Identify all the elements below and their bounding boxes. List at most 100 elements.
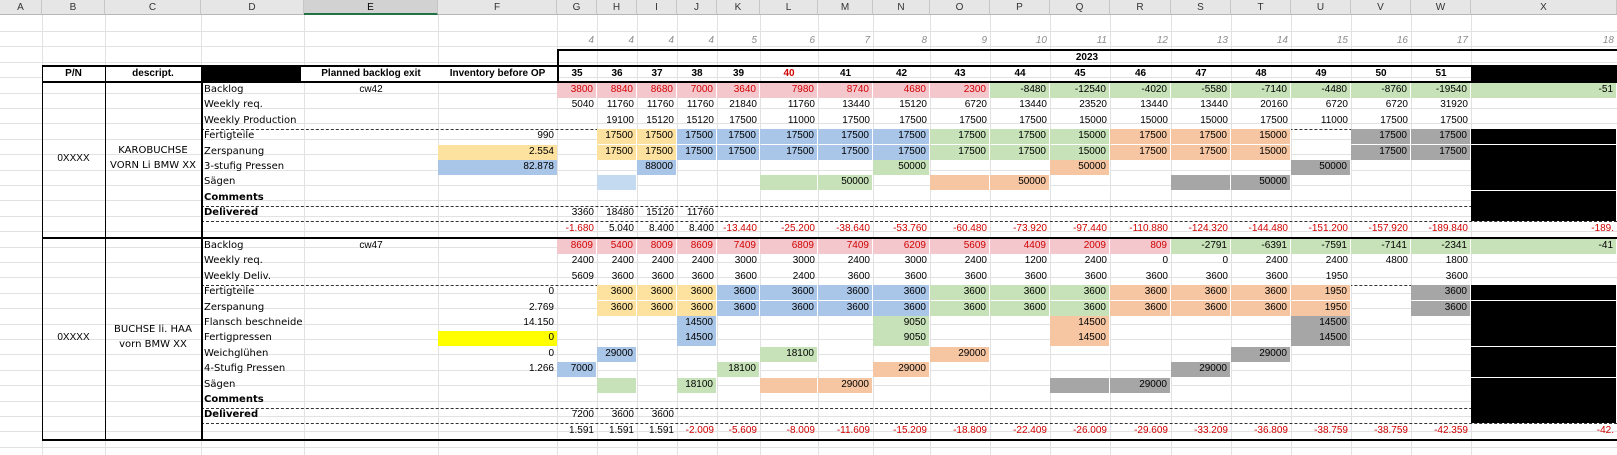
week-value-cell[interactable]: 13440 <box>1200 99 1228 110</box>
week-value-cell[interactable]: 3800 <box>557 83 597 98</box>
week-value-cell[interactable] <box>1471 393 1617 408</box>
week-value-cell[interactable]: -2341 <box>1411 239 1471 254</box>
week-value-cell[interactable] <box>557 393 597 408</box>
week-value-cell[interactable] <box>1471 301 1617 316</box>
week-value-cell[interactable] <box>990 191 1050 206</box>
week-value-cell[interactable] <box>1471 378 1617 393</box>
week-value-cell[interactable]: 3600 <box>818 285 873 300</box>
week-value-cell[interactable]: 3600 <box>760 285 818 300</box>
week-value-cell[interactable] <box>1411 393 1471 408</box>
week-value-cell[interactable] <box>1351 206 1411 221</box>
week-value-cell[interactable]: 18100 <box>717 362 760 377</box>
week-value-cell[interactable]: 0 <box>1222 255 1228 266</box>
week-value-cell[interactable]: 17500 <box>1260 115 1288 126</box>
week-value-cell[interactable]: -22.409 <box>1013 425 1047 436</box>
week-value-cell[interactable]: 17500 <box>959 115 987 126</box>
week-value-cell[interactable]: 3600 <box>611 271 634 282</box>
week-value-cell[interactable]: -15.209 <box>893 425 927 436</box>
week-value-cell[interactable] <box>597 160 637 175</box>
week-value-cell[interactable] <box>1171 347 1231 362</box>
week-value-cell[interactable]: 17500 <box>597 145 637 160</box>
week-value-cell[interactable]: 7000 <box>557 362 597 377</box>
week-value-cell[interactable]: 1950 <box>1325 271 1348 282</box>
week-value-cell[interactable]: 21840 <box>729 99 757 110</box>
column-header-m[interactable]: M <box>818 0 873 15</box>
week-value-cell[interactable]: -2791 <box>1171 239 1231 254</box>
week-value-cell[interactable]: 2009 <box>1050 239 1110 254</box>
week-value-cell[interactable]: 17500 <box>1380 115 1408 126</box>
week-value-cell[interactable] <box>1291 191 1351 206</box>
week-value-cell[interactable]: 3600 <box>990 285 1050 300</box>
week-value-cell[interactable]: 15120 <box>686 115 714 126</box>
week-value-cell[interactable]: 18480 <box>606 207 634 218</box>
week-value-cell[interactable] <box>1171 378 1231 393</box>
week-value-cell[interactable]: -8480 <box>990 83 1050 98</box>
week-value-cell[interactable]: 5040 <box>571 99 594 110</box>
week-value-cell[interactable]: 2400 <box>571 255 594 266</box>
week-value-cell[interactable] <box>1110 175 1171 190</box>
column-header-c[interactable]: C <box>105 0 201 15</box>
week-value-cell[interactable] <box>637 331 677 346</box>
week-value-cell[interactable] <box>818 160 873 175</box>
inventory-value[interactable]: 2.554 <box>438 145 557 160</box>
week-value-cell[interactable] <box>637 316 677 331</box>
week-value-cell[interactable]: 1.591 <box>648 425 674 436</box>
week-value-cell[interactable]: 3000 <box>904 255 927 266</box>
week-value-cell[interactable]: 17500 <box>818 145 873 160</box>
week-value-cell[interactable]: 3600 <box>1145 271 1168 282</box>
week-value-cell[interactable]: -1.680 <box>565 223 594 234</box>
week-value-cell[interactable]: 1800 <box>1445 255 1468 266</box>
week-value-cell[interactable] <box>1351 270 1411 285</box>
week-value-cell[interactable]: 2400 <box>792 271 815 282</box>
inventory-value[interactable]: 0 <box>548 286 554 297</box>
week-value-cell[interactable] <box>1471 160 1617 175</box>
week-value-cell[interactable]: 3600 <box>1050 301 1110 316</box>
week-value-cell[interactable]: 2400 <box>1325 255 1348 266</box>
week-value-cell[interactable] <box>1471 362 1617 377</box>
week-value-cell[interactable]: 17500 <box>818 129 873 144</box>
week-value-cell[interactable]: -5580 <box>1171 83 1231 98</box>
inventory-value[interactable]: 990 <box>537 130 554 141</box>
week-value-cell[interactable]: 5400 <box>597 239 637 254</box>
week-value-cell[interactable]: -73.920 <box>1013 223 1047 234</box>
week-value-cell[interactable] <box>1471 191 1617 206</box>
week-value-cell[interactable] <box>760 393 818 408</box>
column-header-w[interactable]: W <box>1411 0 1471 15</box>
week-value-cell[interactable] <box>760 175 818 190</box>
week-value-cell[interactable]: 3600 <box>930 301 990 316</box>
week-value-cell[interactable]: 14500 <box>1050 316 1110 331</box>
week-value-cell[interactable]: 17500 <box>873 145 930 160</box>
week-value-cell[interactable] <box>760 191 818 206</box>
week-value-cell[interactable]: 14500 <box>677 331 717 346</box>
week-value-cell[interactable]: 2400 <box>691 255 714 266</box>
week-value-cell[interactable]: 13440 <box>842 99 870 110</box>
week-value-cell[interactable]: 11760 <box>686 207 714 218</box>
week-value-cell[interactable] <box>1411 316 1471 331</box>
week-value-cell[interactable] <box>557 331 597 346</box>
week-value-cell[interactable]: -6391 <box>1231 239 1291 254</box>
week-value-cell[interactable] <box>1411 191 1471 206</box>
week-value-cell[interactable]: 29000 <box>1171 362 1231 377</box>
week-value-cell[interactable]: 3600 <box>651 271 674 282</box>
week-value-cell[interactable]: 1950 <box>1291 285 1351 300</box>
week-value-cell[interactable]: 17500 <box>760 145 818 160</box>
column-header-b[interactable]: B <box>42 0 105 15</box>
week-value-cell[interactable]: 1200 <box>1024 255 1047 266</box>
week-value-cell[interactable] <box>1291 378 1351 393</box>
week-value-cell[interactable] <box>1050 206 1110 221</box>
week-value-cell[interactable] <box>717 175 760 190</box>
week-value-cell[interactable]: 15000 <box>1050 129 1110 144</box>
week-value-cell[interactable] <box>1291 145 1351 160</box>
week-value-cell[interactable]: 17500 <box>677 129 717 144</box>
week-value-cell[interactable] <box>597 331 637 346</box>
week-value-cell[interactable] <box>818 362 873 377</box>
week-value-cell[interactable]: -189.840 <box>1428 223 1468 234</box>
column-header-i[interactable]: I <box>637 0 677 15</box>
week-value-cell[interactable]: 17500 <box>1171 129 1231 144</box>
week-value-cell[interactable] <box>677 191 717 206</box>
week-value-cell[interactable]: 3600 <box>1445 271 1468 282</box>
week-value-cell[interactable]: -18.809 <box>953 425 987 436</box>
week-value-cell[interactable] <box>1291 393 1351 408</box>
week-value-cell[interactable] <box>1171 160 1231 175</box>
